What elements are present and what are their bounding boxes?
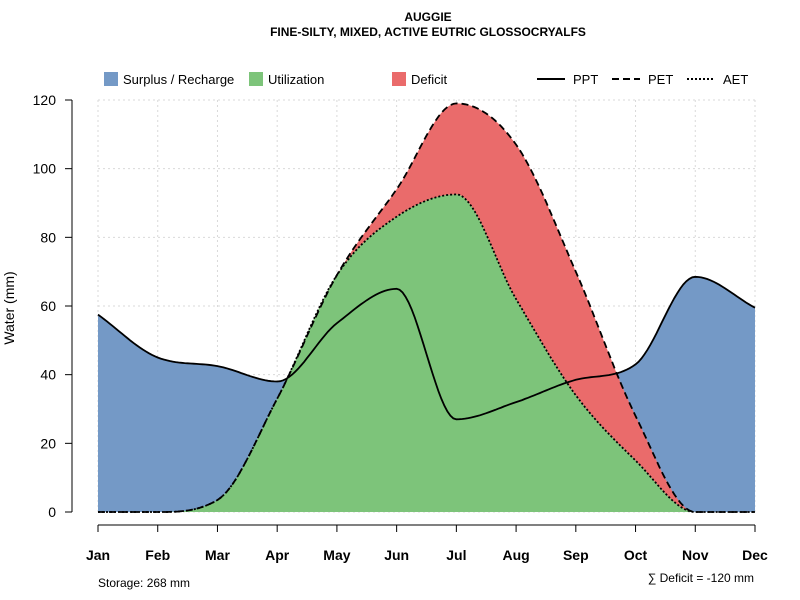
legend-swatch <box>249 72 263 86</box>
area-fills <box>98 103 755 513</box>
y-tick-label: 120 <box>33 92 57 108</box>
series-lines <box>97 102 756 513</box>
legend-label: Deficit <box>411 72 448 87</box>
series-line-ppt <box>97 275 756 421</box>
legend-label: PPT <box>573 72 598 87</box>
x-tick-label: Mar <box>205 547 230 563</box>
y-tick-label: 0 <box>48 504 56 520</box>
chart-subtitle: FINE-SILTY, MIXED, ACTIVE EUTRIC GLOSSOC… <box>270 25 586 39</box>
x-tick-label: Aug <box>502 547 529 563</box>
legend-label: AET <box>723 72 748 87</box>
y-tick-label: 80 <box>40 229 56 245</box>
chart-title: AUGGIE <box>404 10 451 24</box>
x-tick-label: Apr <box>265 547 290 563</box>
y-tick-label: 40 <box>40 367 56 383</box>
x-tick-label: Feb <box>145 547 170 563</box>
axes: 0 20 40 60 80 100 120 Jan Feb Mar Apr May Jun Jul Aug S… <box>33 92 768 563</box>
x-tick-label: Sep <box>563 547 589 563</box>
y-tick-label: 100 <box>33 161 57 177</box>
deficit-area <box>98 103 755 513</box>
legend-label: PET <box>648 72 673 87</box>
x-tick-label: Jun <box>384 547 409 563</box>
x-tick-label: Dec <box>742 547 768 563</box>
legend: Surplus / Recharge Utilization Deficit PPT P… <box>104 72 748 87</box>
legend-label: Utilization <box>268 72 324 87</box>
x-tick-label: May <box>323 547 350 563</box>
x-tick-label: Jul <box>446 547 466 563</box>
y-tick-label: 20 <box>40 435 56 451</box>
x-tick-label: Oct <box>624 547 648 563</box>
legend-swatch <box>104 72 118 86</box>
y-tick-label: 60 <box>40 298 56 314</box>
x-tick-label: Nov <box>682 547 709 563</box>
deficit-note: ∑ Deficit = -120 mm <box>648 571 754 585</box>
series-line-pet <box>98 102 755 513</box>
x-tick-label: Jan <box>86 547 110 563</box>
legend-swatch <box>392 72 406 86</box>
legend-label: Surplus / Recharge <box>123 72 234 87</box>
y-axis-label: Water (mm) <box>1 271 17 344</box>
series-line-aet <box>98 193 755 513</box>
storage-note: Storage: 268 mm <box>98 576 190 590</box>
